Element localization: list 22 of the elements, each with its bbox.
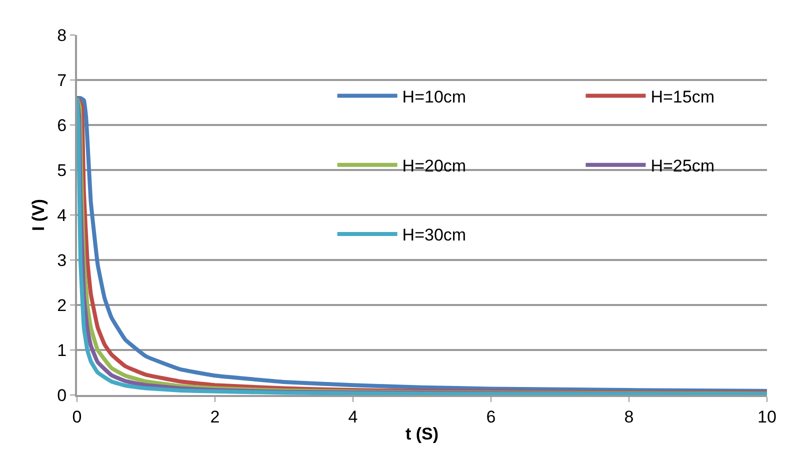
y-axis-title: I (V) (29, 198, 48, 232)
x-tick-label: 6 (486, 407, 496, 426)
legend-label: H=10cm (402, 87, 466, 106)
y-tick-label: 8 (57, 26, 67, 45)
legend-label: H=25cm (650, 156, 714, 176)
x-tick-label: 2 (210, 407, 220, 426)
legend-label: H=15cm (650, 87, 714, 106)
x-tick-label: 0 (72, 407, 82, 426)
x-tick-label: 8 (624, 407, 634, 426)
y-tick-label: 6 (57, 116, 67, 135)
y-tick-label: 3 (57, 250, 67, 270)
y-tick-label: 1 (57, 340, 67, 360)
y-tick-label: 4 (57, 206, 67, 225)
y-tick-label: 5 (57, 160, 67, 180)
y-tick-label: 0 (57, 386, 67, 405)
legend-label: H=30cm (402, 226, 466, 245)
x-tick-label: 10 (758, 407, 776, 426)
legend-label: H=20cm (402, 156, 466, 176)
x-axis-title: t (S) (405, 424, 439, 444)
x-tick-label: 4 (348, 407, 358, 426)
y-tick-label: 7 (57, 70, 67, 90)
y-tick-label: 2 (57, 296, 67, 315)
